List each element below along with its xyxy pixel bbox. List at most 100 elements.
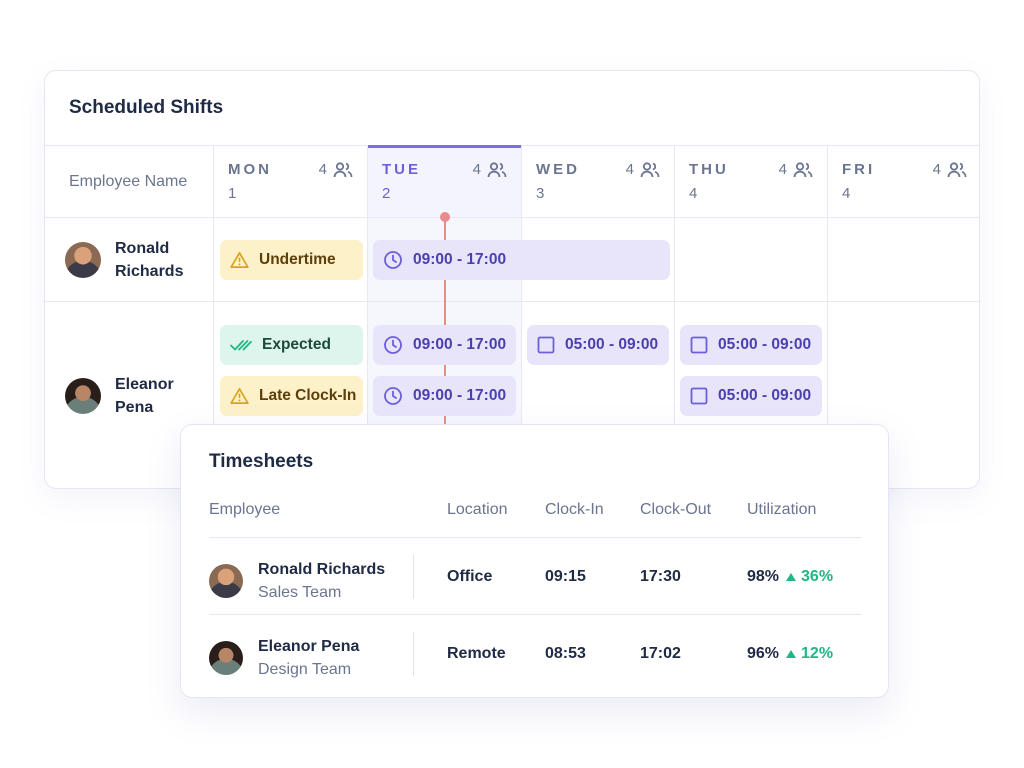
day-name: TUE <box>382 161 421 178</box>
scheduled-shifts-title: Scheduled Shifts <box>69 97 224 118</box>
people-icon <box>640 161 660 177</box>
table-row[interactable]: Ronald Richards Sales Team Office 09:15 … <box>209 538 861 615</box>
current-time-marker <box>440 212 450 222</box>
column-header-clock-in: Clock-In <box>545 501 604 518</box>
day-number: 1 <box>228 185 237 202</box>
trend-value: 12% <box>801 645 834 662</box>
day-header-wed[interactable]: WED 3 4 <box>522 145 674 217</box>
utilization-value: 96% <box>747 645 780 662</box>
utilization-cell: 96% 12% <box>747 645 833 663</box>
employee-row-ronald[interactable]: Ronald Richards <box>65 237 195 283</box>
warning-triangle-icon <box>230 252 249 268</box>
avatar <box>65 378 101 414</box>
people-icon <box>487 161 507 177</box>
chip-label: 05:00 - 09:00 <box>565 336 659 353</box>
staff-count-value: 4 <box>932 161 941 178</box>
staff-count-value: 4 <box>472 161 481 178</box>
day-number: 4 <box>842 185 851 202</box>
cell-separator <box>413 632 414 676</box>
row-employee: Ronald Richards Sales Team <box>209 558 385 604</box>
chip-label: 05:00 - 09:00 <box>718 387 812 404</box>
employee-row-eleanor[interactable]: Eleanor Pena <box>65 373 195 419</box>
table-row[interactable]: Eleanor Pena Design Team Remote 08:53 17… <box>209 615 861 692</box>
day-name: FRI <box>842 161 876 178</box>
people-icon <box>333 161 353 177</box>
shift-chip[interactable]: 09:00 - 17:00 <box>373 240 670 280</box>
checkbox-icon <box>690 387 708 405</box>
grid-line <box>45 301 979 302</box>
checkbox-icon <box>537 336 555 354</box>
grid-line <box>45 217 979 218</box>
shift-chip[interactable]: 09:00 - 17:00 <box>373 325 516 365</box>
staff-count: 4 <box>933 161 967 178</box>
triangle-up-icon <box>786 650 797 658</box>
undertime-chip[interactable]: Undertime <box>220 240 363 280</box>
shift-chip[interactable]: 09:00 - 17:00 <box>373 376 516 416</box>
employee-name: Ronald Richards <box>258 561 386 578</box>
chip-label: 09:00 - 17:00 <box>413 336 507 353</box>
staff-count: 4 <box>473 161 507 178</box>
chip-label: Late Clock-In <box>259 387 357 404</box>
people-icon <box>947 161 967 177</box>
day-header-mon[interactable]: MON 1 4 <box>214 145 367 217</box>
employee-name: Eleanor Pena <box>258 638 360 655</box>
clock-icon <box>384 336 402 354</box>
clock-in-value: 09:15 <box>545 568 586 585</box>
double-check-icon <box>230 340 252 351</box>
grid-line <box>213 145 214 488</box>
shift-chip[interactable]: 05:00 - 09:00 <box>680 376 822 416</box>
grid-line <box>367 145 368 488</box>
day-header-tue[interactable]: TUE 2 4 <box>368 145 521 217</box>
warning-triangle-icon <box>230 388 249 404</box>
cell-separator <box>413 555 414 599</box>
day-number: 2 <box>382 185 391 202</box>
chip-label: 09:00 - 17:00 <box>413 251 507 268</box>
utilization-value: 98% <box>747 568 780 585</box>
checkbox-icon <box>690 336 708 354</box>
day-name: THU <box>689 161 729 178</box>
utilization-cell: 98% 36% <box>747 568 833 586</box>
chip-label: 05:00 - 09:00 <box>718 336 812 353</box>
day-name: WED <box>536 161 580 178</box>
staff-count: 4 <box>779 161 813 178</box>
column-header-location: Location <box>447 501 508 518</box>
timesheets-title: Timesheets <box>209 451 314 472</box>
day-header-fri[interactable]: FRI 4 4 <box>828 145 979 217</box>
day-name: MON <box>228 161 272 178</box>
divider <box>209 614 861 615</box>
shift-chip[interactable]: 05:00 - 09:00 <box>680 325 822 365</box>
employee-name: Ronald Richards <box>115 240 184 280</box>
grid-line <box>827 145 828 488</box>
triangle-up-icon <box>786 573 797 581</box>
grid-line <box>674 145 675 488</box>
divider <box>209 537 861 538</box>
expected-chip[interactable]: Expected <box>220 325 363 365</box>
column-header-employee: Employee <box>209 501 281 518</box>
grid-line <box>521 145 522 488</box>
day-number: 3 <box>536 185 545 202</box>
staff-count: 4 <box>319 161 353 178</box>
trend-value: 36% <box>801 568 834 585</box>
staff-count-value: 4 <box>778 161 787 178</box>
employee-name-header: Employee Name <box>69 173 188 190</box>
utilization-trend: 12% <box>785 645 833 663</box>
clock-icon <box>384 387 402 405</box>
chip-label: 09:00 - 17:00 <box>413 387 507 404</box>
late-clock-in-chip[interactable]: Late Clock-In <box>220 376 363 416</box>
column-header-clock-out: Clock-Out <box>640 501 712 518</box>
day-header-thu[interactable]: THU 4 4 <box>675 145 827 217</box>
clock-out-value: 17:02 <box>640 645 681 662</box>
location-value: Remote <box>447 645 506 662</box>
row-employee: Eleanor Pena Design Team <box>209 635 359 681</box>
timesheets-card: Timesheets Employee Location Clock-In Cl… <box>180 424 889 698</box>
staff-count-value: 4 <box>625 161 634 178</box>
shift-chip[interactable]: 05:00 - 09:00 <box>527 325 669 365</box>
clock-icon <box>384 251 402 269</box>
today-indicator <box>368 145 521 148</box>
avatar <box>65 242 101 278</box>
staff-count: 4 <box>626 161 660 178</box>
employee-name: Eleanor Pena <box>115 376 174 416</box>
clock-in-value: 08:53 <box>545 645 586 662</box>
avatar <box>209 564 243 598</box>
avatar <box>209 641 243 675</box>
